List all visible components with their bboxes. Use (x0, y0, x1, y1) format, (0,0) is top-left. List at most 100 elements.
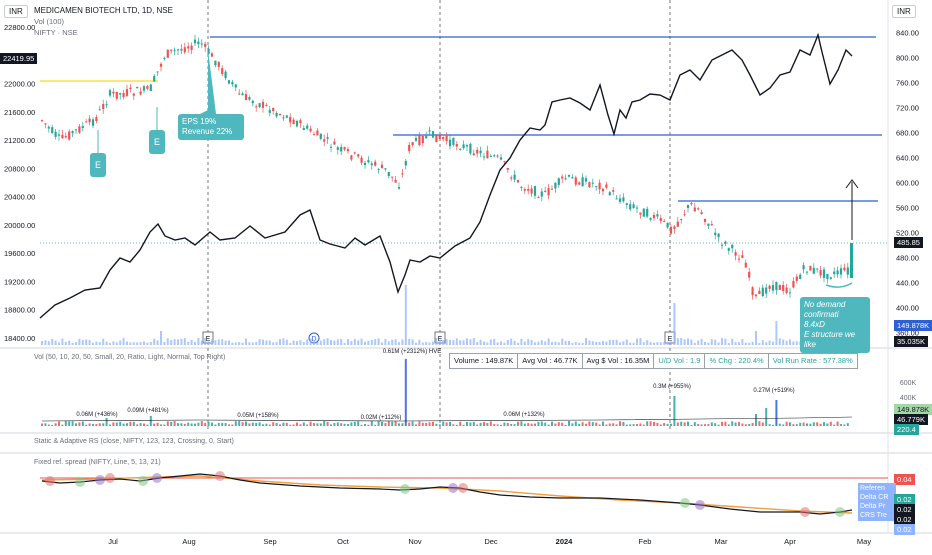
ratio-text: 8.4xD (804, 320, 825, 329)
volume-panel-bar (343, 423, 346, 426)
candle-body (639, 212, 642, 215)
volume-panel-bar (136, 424, 139, 426)
currency-selector[interactable]: INR (4, 5, 28, 18)
volume-bar (109, 342, 111, 345)
volume-panel-bar (615, 424, 618, 426)
volume-panel-bar (275, 422, 278, 426)
candle-body (697, 208, 700, 210)
volume-bar (605, 341, 608, 345)
candle-body (574, 177, 577, 185)
candle-body (302, 127, 305, 130)
volume-panel-bar (466, 421, 468, 426)
volume-bar (435, 338, 438, 345)
volume-bar (714, 339, 717, 345)
volume-bar (455, 338, 458, 345)
structure-text: E structure we like (804, 330, 856, 349)
volume-bar (370, 339, 373, 345)
volume-panel-bar (425, 422, 428, 426)
volume-panel-bar (602, 421, 604, 426)
volume-panel-bar (156, 422, 159, 426)
x-axis-tick: Nov (408, 537, 422, 546)
volume-panel-bar (571, 423, 574, 426)
candle-body (795, 276, 798, 281)
volume-panel-bar (85, 424, 88, 426)
volume-panel-bar (231, 424, 234, 426)
volume-bar (44, 340, 47, 345)
volume-bar (302, 342, 305, 345)
volume-panel-bar (428, 422, 431, 426)
candle-body (183, 47, 186, 53)
candle-body (125, 89, 129, 96)
volume-bar (449, 339, 451, 345)
candle-body (486, 150, 489, 159)
candle-body (448, 139, 452, 147)
candle-body (350, 155, 353, 160)
volume-bar (204, 338, 207, 345)
candle-body (455, 143, 458, 147)
vol-badge-1: 149.878K (894, 404, 932, 415)
candle-body (472, 153, 475, 156)
volume-bar (387, 341, 390, 345)
volume-bar (391, 339, 394, 345)
volume-bar (81, 340, 84, 345)
candle-body (261, 101, 265, 108)
volume-bar (170, 340, 173, 345)
currency-selector-right[interactable]: INR (892, 5, 916, 18)
volume-panel-bar (554, 423, 557, 426)
candle-body (299, 120, 302, 124)
volume-bar (41, 340, 43, 345)
volume-panel-bar (544, 422, 547, 426)
candle-body (489, 155, 492, 157)
candle-body (357, 154, 360, 157)
spread-legend-delta-cr: Delta CR (860, 494, 889, 501)
candle-body (353, 152, 356, 154)
candle-body (686, 205, 690, 208)
earnings-marker-label: E (438, 336, 443, 343)
volume-panel-bar (625, 424, 628, 426)
earnings-marker-label: E (668, 336, 673, 343)
volume-panel-bar (122, 423, 125, 426)
candle-body (85, 121, 88, 123)
volume-bar (401, 339, 404, 345)
volume-bar (625, 339, 628, 345)
left-axis-tick: 22000.00 (4, 80, 35, 89)
candle-body (720, 244, 724, 246)
volume-bar (717, 342, 720, 345)
compare-legend: NIFTY · NSE (34, 28, 78, 37)
volume-bar (350, 340, 353, 345)
volume-bar (503, 342, 506, 345)
candle-body (309, 128, 312, 132)
volume-panel-bar (411, 421, 414, 426)
candle-body (625, 203, 628, 205)
volume-panel-bar (88, 423, 91, 426)
volume-bar (520, 338, 523, 345)
candle-body (707, 223, 710, 226)
candle-body (57, 134, 61, 136)
candle-body (159, 63, 163, 67)
candle-body (112, 91, 115, 94)
candle-body (669, 226, 673, 234)
candle-body (581, 177, 584, 187)
volume-panel-bar (785, 421, 788, 426)
left-axis-tick: 18400.00 (4, 334, 35, 343)
right-axis-tick: 400.00 (896, 304, 919, 313)
volume-panel-bar (782, 424, 785, 426)
volume-bar (360, 338, 363, 345)
volume-panel-bar (387, 421, 390, 426)
candle-body (224, 71, 227, 79)
volume-panel-bar (146, 424, 149, 426)
volume-bar (364, 341, 366, 345)
volume-panel-bar (819, 423, 822, 426)
x-axis-tick: Feb (639, 537, 652, 546)
volume-panel-bar (401, 423, 404, 426)
volume-bar (377, 338, 380, 345)
volume-bar (666, 342, 669, 345)
volume-bar (659, 342, 662, 345)
volume-bar (326, 338, 329, 345)
volume-bar (98, 342, 101, 345)
volume-panel-bar (642, 424, 645, 426)
volume-panel-bar (224, 423, 227, 426)
volume-panel-bar (765, 408, 768, 426)
volume-panel-bar (687, 421, 689, 426)
